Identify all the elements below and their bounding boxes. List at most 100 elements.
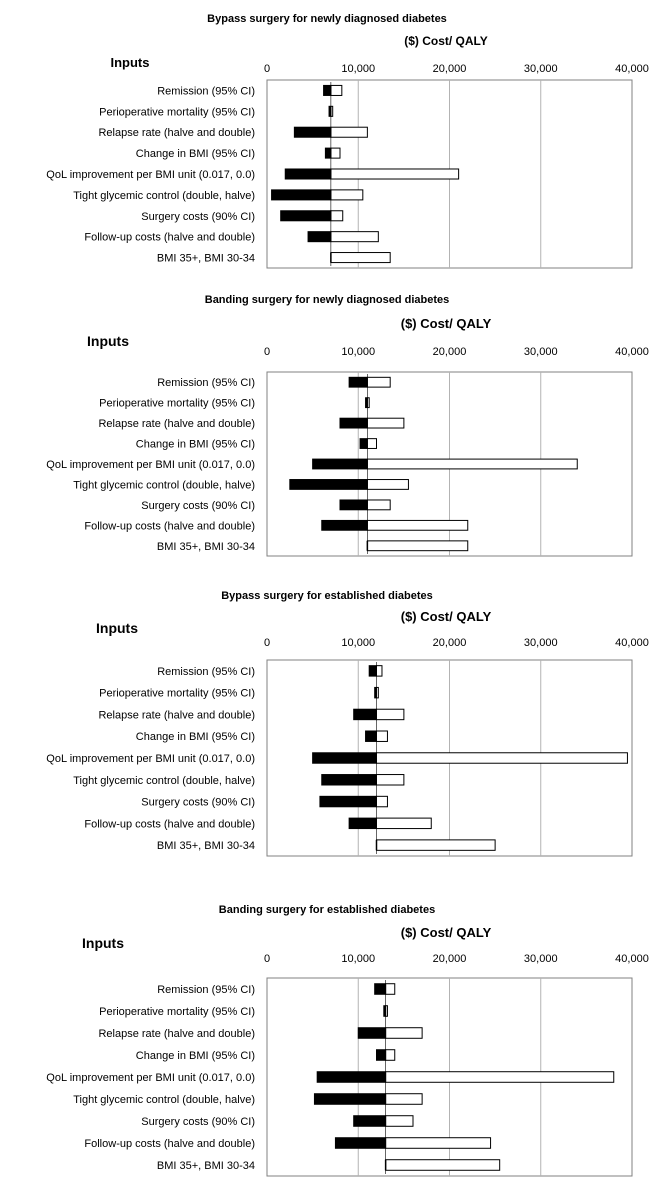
high-bar bbox=[366, 417, 405, 429]
x-tick-label: 30,000 bbox=[524, 637, 558, 649]
high-bar bbox=[376, 817, 432, 830]
chart-1: Bypass surgery for newly diagnosed diabe… bbox=[46, 13, 649, 269]
category-label: Follow-up costs (halve and double) bbox=[84, 520, 255, 532]
x-tick-label: 0 bbox=[264, 346, 270, 358]
x-tick-label: 0 bbox=[264, 63, 270, 75]
category-label: Perioperative mortality (95% CI) bbox=[99, 1006, 255, 1018]
low-bar bbox=[348, 376, 368, 388]
high-bar bbox=[330, 231, 379, 243]
category-label: Change in BMI (95% CI) bbox=[136, 1050, 255, 1062]
category-label: Tight glycemic control (double, halve) bbox=[73, 479, 255, 491]
category-label: Tight glycemic control (double, halve) bbox=[73, 190, 255, 202]
x-tick-label: 40,000 bbox=[615, 637, 649, 649]
low-bar bbox=[321, 519, 368, 531]
category-label: BMI 35+, BMI 30-34 bbox=[157, 253, 255, 265]
low-bar bbox=[348, 817, 377, 830]
high-bar bbox=[385, 1115, 414, 1127]
x-tick-label: 40,000 bbox=[615, 346, 649, 358]
category-label: Surgery costs (90% CI) bbox=[141, 797, 255, 809]
chart-title: Bypass surgery for newly diagnosed diabe… bbox=[207, 13, 447, 25]
category-label: QoL improvement per BMI unit (0.017, 0.0… bbox=[46, 1072, 255, 1084]
x-tick-label: 40,000 bbox=[615, 953, 649, 965]
low-bar bbox=[376, 1049, 387, 1061]
x-axis-title: ($) Cost/ QALY bbox=[401, 925, 492, 940]
category-label: Tight glycemic control (double, halve) bbox=[73, 1094, 255, 1106]
x-axis-title: ($) Cost/ QALY bbox=[404, 34, 488, 48]
category-label: Remission (95% CI) bbox=[157, 666, 255, 678]
x-tick-label: 10,000 bbox=[341, 637, 375, 649]
high-bar bbox=[376, 708, 405, 721]
inputs-heading: Inputs bbox=[87, 333, 129, 349]
x-tick-label: 0 bbox=[264, 637, 270, 649]
high-bar bbox=[385, 1093, 423, 1105]
category-label: Surgery costs (90% CI) bbox=[141, 211, 255, 223]
x-tick-label: 40,000 bbox=[615, 63, 649, 75]
low-bar bbox=[280, 210, 332, 222]
low-bar bbox=[307, 231, 332, 243]
low-bar bbox=[374, 983, 387, 995]
chart-title: Banding surgery for established diabetes bbox=[219, 904, 435, 916]
high-bar bbox=[385, 1049, 396, 1061]
low-bar bbox=[339, 417, 368, 429]
category-label: Follow-up costs (halve and double) bbox=[84, 232, 255, 244]
inputs-heading: Inputs bbox=[111, 55, 150, 70]
high-bar bbox=[385, 1027, 423, 1039]
category-label: Relapse rate (halve and double) bbox=[98, 709, 255, 721]
high-bar bbox=[330, 168, 460, 180]
x-tick-label: 20,000 bbox=[433, 637, 467, 649]
inputs-heading: Inputs bbox=[82, 935, 124, 951]
x-tick-label: 30,000 bbox=[524, 953, 558, 965]
low-bar bbox=[312, 458, 368, 470]
low-bar bbox=[293, 126, 332, 138]
high-bar bbox=[376, 730, 388, 742]
chart-3: Bypass surgery for established diabetes (… bbox=[46, 590, 649, 857]
category-label: Relapse rate (halve and double) bbox=[98, 1028, 255, 1040]
high-bar bbox=[385, 983, 396, 995]
x-tick-label: 20,000 bbox=[433, 953, 467, 965]
x-axis-title: ($) Cost/ QALY bbox=[401, 316, 492, 331]
low-bar bbox=[357, 1027, 387, 1039]
high-bar bbox=[330, 84, 343, 96]
category-label: BMI 35+, BMI 30-34 bbox=[157, 840, 255, 852]
low-bar bbox=[353, 708, 377, 721]
low-bar bbox=[353, 1115, 387, 1127]
high-bar bbox=[330, 126, 368, 138]
low-bar bbox=[359, 438, 368, 449]
chart-title: Bypass surgery for established diabetes bbox=[221, 590, 433, 602]
high-bar bbox=[376, 839, 496, 851]
high-bar bbox=[330, 210, 344, 222]
low-bar bbox=[319, 795, 377, 808]
category-label: Remission (95% CI) bbox=[157, 984, 255, 996]
x-axis-title: ($) Cost/ QALY bbox=[401, 609, 492, 624]
low-bar bbox=[316, 1071, 387, 1083]
x-tick-label: 20,000 bbox=[433, 346, 467, 358]
high-bar bbox=[366, 540, 469, 552]
category-label: Follow-up costs (halve and double) bbox=[84, 1138, 255, 1150]
category-label: Surgery costs (90% CI) bbox=[141, 1116, 255, 1128]
high-bar bbox=[366, 499, 391, 511]
low-bar bbox=[339, 499, 368, 511]
high-bar bbox=[330, 252, 391, 264]
category-label: BMI 35+, BMI 30-34 bbox=[157, 1160, 255, 1172]
high-bar bbox=[376, 774, 405, 786]
category-label: Change in BMI (95% CI) bbox=[136, 439, 255, 451]
high-bar bbox=[376, 665, 383, 677]
high-bar bbox=[330, 147, 341, 159]
x-tick-label: 10,000 bbox=[341, 953, 375, 965]
category-label: BMI 35+, BMI 30-34 bbox=[157, 541, 255, 553]
high-bar bbox=[376, 752, 628, 764]
x-tick-label: 10,000 bbox=[341, 346, 375, 358]
high-bar bbox=[366, 438, 377, 449]
low-bar bbox=[323, 84, 332, 96]
category-label: Remission (95% CI) bbox=[157, 85, 255, 97]
x-tick-label: 10,000 bbox=[341, 63, 375, 75]
low-bar bbox=[289, 479, 368, 490]
category-label: Follow-up costs (halve and double) bbox=[84, 818, 255, 830]
category-label: Relapse rate (halve and double) bbox=[98, 418, 255, 430]
category-label: QoL improvement per BMI unit (0.017, 0.0… bbox=[46, 459, 255, 471]
x-tick-label: 30,000 bbox=[524, 63, 558, 75]
category-label: Change in BMI (95% CI) bbox=[136, 731, 255, 743]
category-label: QoL improvement per BMI unit (0.017, 0.0… bbox=[46, 169, 255, 181]
low-bar bbox=[284, 168, 332, 180]
